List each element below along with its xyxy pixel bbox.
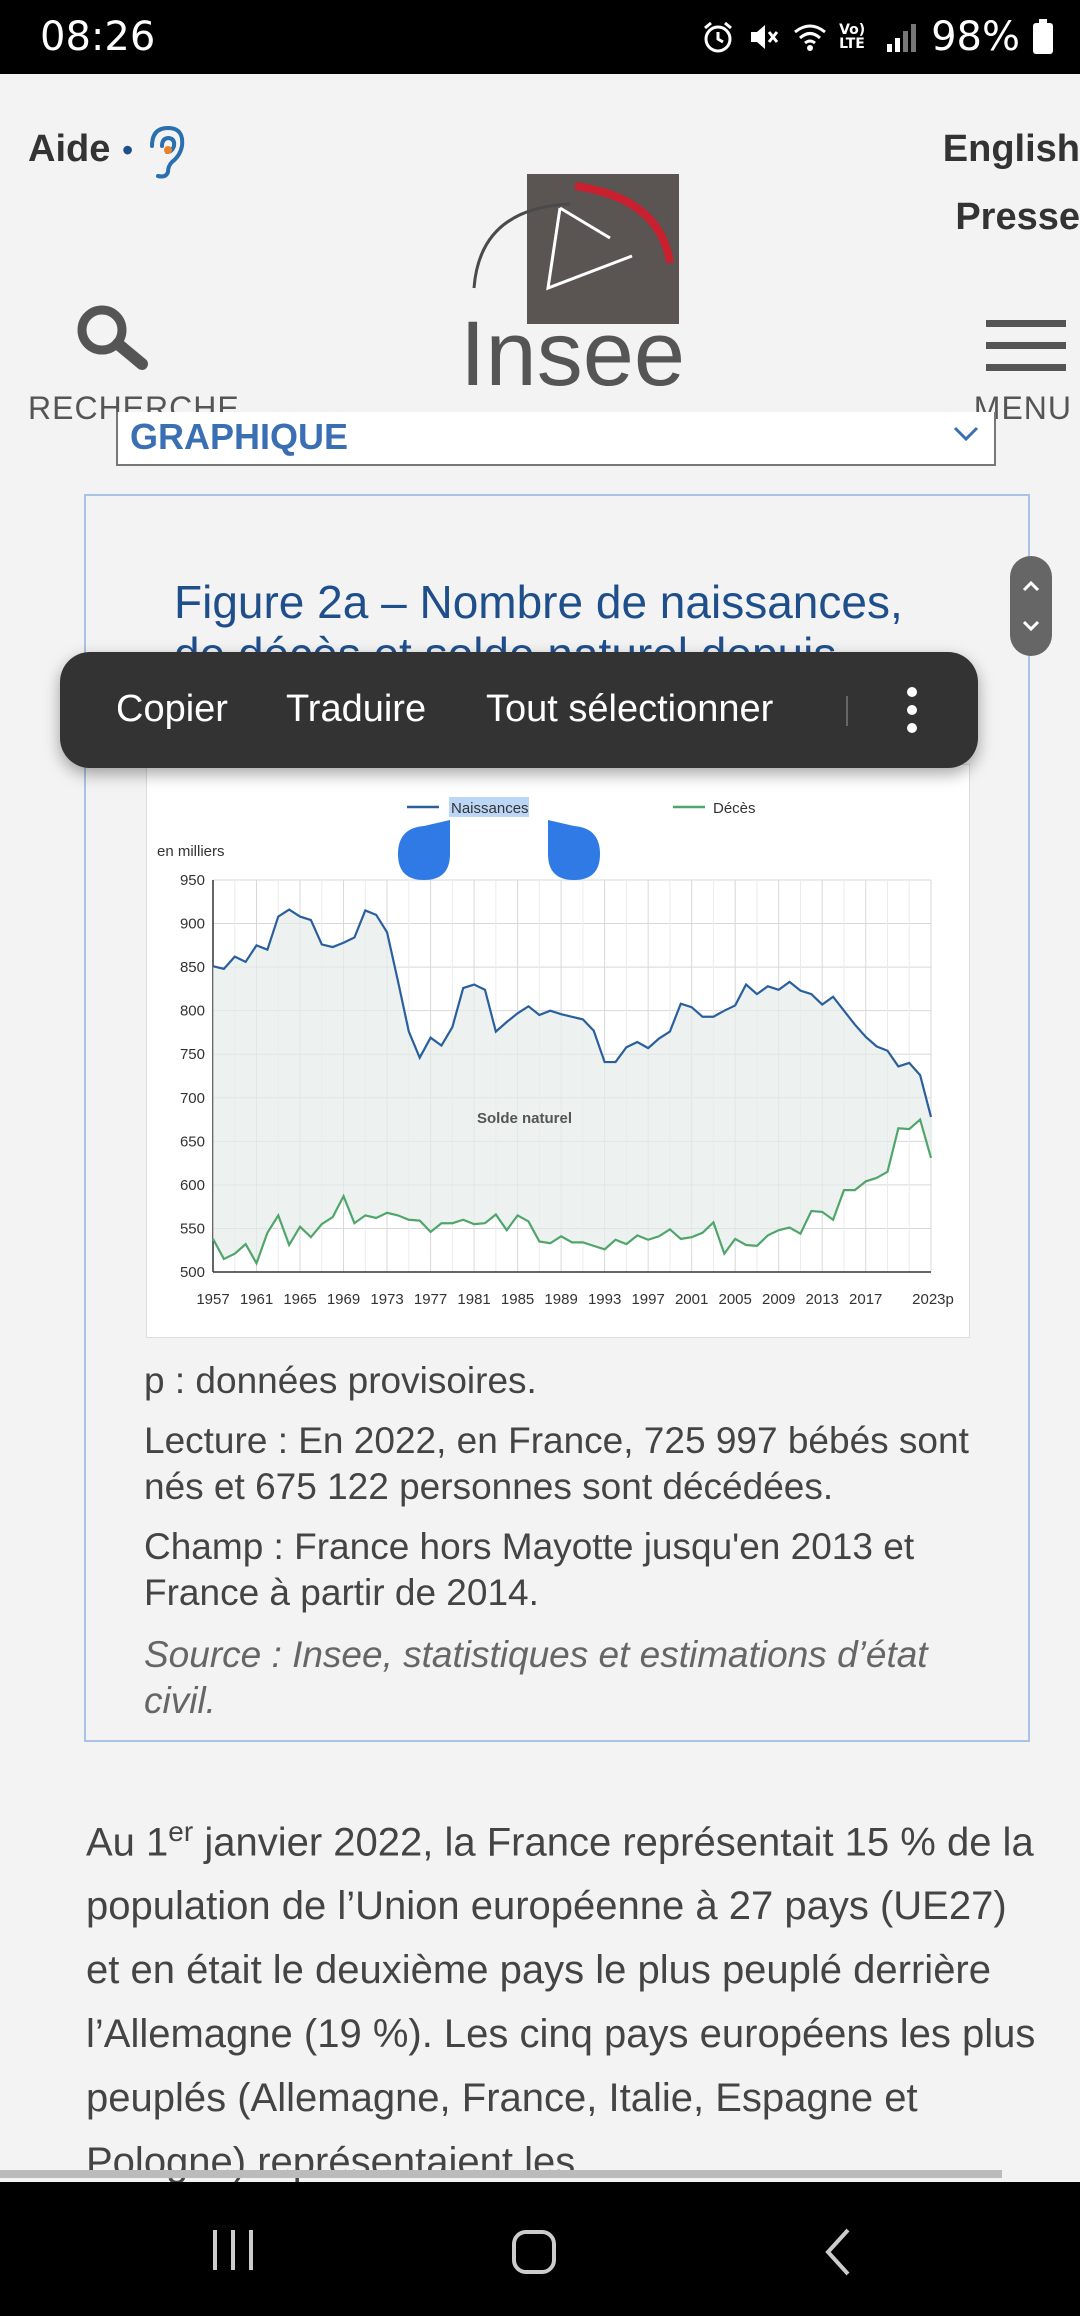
signal-icon xyxy=(887,24,917,52)
text-selection-menu: Copier Traduire Tout sélectionner xyxy=(60,652,978,768)
search-icon[interactable] xyxy=(72,302,152,372)
scroll-handle[interactable] xyxy=(1010,556,1052,656)
select-all-button[interactable]: Tout sélectionner xyxy=(486,688,774,730)
graphique-select[interactable]: GRAPHIQUE xyxy=(116,412,996,466)
alarm-icon xyxy=(704,21,733,53)
aide-separator-dot: • xyxy=(122,132,134,168)
chevron-down-icon xyxy=(953,426,979,442)
home-icon[interactable] xyxy=(510,2228,558,2276)
series-line-dcs xyxy=(212,1117,933,1266)
x-tick-label: 2013 xyxy=(806,1291,839,1308)
battery-icon xyxy=(1033,19,1053,54)
legend-label-deces: Décès xyxy=(713,800,756,817)
menu-separator xyxy=(846,696,848,726)
y-tick-label: 600 xyxy=(180,1177,205,1194)
wifi-icon xyxy=(794,24,827,51)
legend-label-naissances: Naissances xyxy=(451,800,529,817)
scroll-arrows-icon xyxy=(1022,580,1040,632)
y-tick-label: 750 xyxy=(180,1046,205,1063)
graphique-select-value: GRAPHIQUE xyxy=(130,416,349,457)
y-tick-label: 900 xyxy=(180,916,205,933)
x-tick-label: 1985 xyxy=(501,1291,534,1308)
mute-icon xyxy=(751,25,779,49)
x-tick-label: 1989 xyxy=(544,1291,577,1308)
paragraph-start: Au 1 xyxy=(86,1820,169,1865)
insee-logo[interactable]: Insee xyxy=(460,168,690,405)
y-tick-label: 950 xyxy=(180,872,205,889)
x-tick-label: 1977 xyxy=(414,1291,447,1308)
menu-icon[interactable] xyxy=(984,318,1068,374)
solde-naturel-area xyxy=(213,909,931,1264)
figure-title: Figure 2a – Nombre de naissances, xyxy=(174,576,903,628)
status-time: 08:26 xyxy=(40,14,156,60)
x-tick-label: 2017 xyxy=(849,1291,882,1308)
note-champ: Champ : France hors Mayotte jusqu'en 201… xyxy=(144,1526,915,1613)
presse-link[interactable]: Presse xyxy=(955,196,1080,238)
x-tick-label: 2001 xyxy=(675,1291,708,1308)
ear-icon[interactable] xyxy=(142,124,188,180)
line-chart: 950 900 850 800 750 700 650 600 550 500 1957 1961 19… xyxy=(157,797,954,1308)
annotation-solde-naturel: Solde naturel xyxy=(477,1110,572,1127)
y-tick-label: 650 xyxy=(180,1133,205,1150)
x-tick-label: 1993 xyxy=(588,1291,621,1308)
y-tick-label: 850 xyxy=(180,959,205,976)
horizontal-scrollbar[interactable] xyxy=(0,2170,1002,2178)
legend-selection-highlight xyxy=(449,797,529,817)
paragraph-superscript: er xyxy=(168,1816,194,1847)
x-tick-label: 2009 xyxy=(762,1291,795,1308)
back-icon[interactable] xyxy=(822,2226,854,2278)
paragraph-text: janvier 2022, la France représentait 15 … xyxy=(86,1820,1036,2185)
x-tick-label: 1957 xyxy=(196,1291,229,1308)
x-tick-label: 1965 xyxy=(283,1291,316,1308)
x-tick-label: 1973 xyxy=(370,1291,403,1308)
note-source: Source : Insee, statistiques et estimati… xyxy=(144,1634,928,1721)
y-tick-label: 800 xyxy=(180,1003,205,1020)
insee-logo-text: Insee xyxy=(460,303,686,405)
status-bar: 08:26 Vo) LTE 98% xyxy=(0,0,1080,74)
english-link[interactable]: English xyxy=(942,128,1080,170)
x-tick-label: 1961 xyxy=(240,1291,273,1308)
y-tick-label: 500 xyxy=(180,1264,205,1281)
translate-button[interactable]: Traduire xyxy=(286,688,427,730)
x-tick-label: 2005 xyxy=(718,1291,751,1308)
y-tick-label: 550 xyxy=(180,1220,205,1237)
volte-icon: Vo) LTE xyxy=(839,22,866,52)
note-lecture: Lecture : En 2022, en France, 725 997 bé… xyxy=(144,1420,969,1507)
x-tick-label: 1997 xyxy=(631,1291,664,1308)
recent-apps-icon[interactable] xyxy=(210,2228,256,2272)
aide-link[interactable]: Aide xyxy=(28,128,111,170)
series-line-naissances xyxy=(212,908,933,1118)
copy-button[interactable]: Copier xyxy=(116,688,228,730)
x-tick-label: 1969 xyxy=(327,1291,360,1308)
more-options-icon[interactable] xyxy=(900,684,924,736)
y-axis-label: en milliers xyxy=(157,843,225,860)
x-tick-label: 2023p xyxy=(912,1291,954,1308)
note-provisional: p : données provisoires. xyxy=(144,1360,537,1401)
status-icons: Vo) LTE 98% xyxy=(701,14,1054,60)
y-tick-label: 700 xyxy=(180,1090,205,1107)
selection-handle-start[interactable] xyxy=(396,820,452,882)
insee-logo-graphic xyxy=(472,174,679,324)
selection-handle-end[interactable] xyxy=(546,820,602,882)
x-tick-label: 1981 xyxy=(457,1291,490,1308)
battery-percent: 98% xyxy=(931,14,1020,60)
article-paragraph: Au 1er janvier 2022, la France représent… xyxy=(86,1800,1046,2194)
navigation-bar xyxy=(0,2182,1080,2316)
